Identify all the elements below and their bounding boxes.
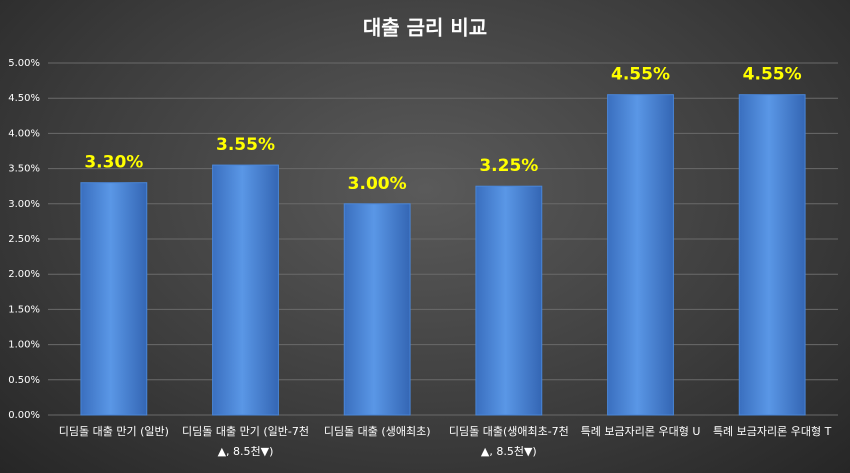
data-label: 4.55% [743, 65, 802, 85]
x-tick-label: 디딤돌 대출 만기 (일반-7천▲, 8.5천▼) [182, 425, 309, 458]
y-tick-label: 1.50% [8, 304, 40, 315]
bar [607, 94, 674, 416]
x-tick-label: 디딤돌 대출(생애최초-7천▲, 8.5천▼) [448, 425, 569, 458]
y-tick-label: 4.50% [8, 93, 40, 104]
y-tick-label: 2.00% [8, 269, 40, 280]
y-tick-label: 0.00% [8, 410, 40, 421]
y-tick-label: 3.00% [8, 199, 40, 210]
x-tick-label: 디딤돌 대출 만기 (일반) [58, 425, 169, 438]
y-tick-label: 3.50% [8, 164, 40, 175]
data-label: 4.55% [611, 65, 670, 85]
data-label: 3.25% [479, 156, 538, 176]
x-tick-label: 디딤돌 대출 (생애최초) [323, 425, 431, 438]
y-tick-label: 5.00% [8, 58, 40, 69]
y-tick-label: 2.50% [8, 234, 40, 245]
chart-title: 대출 금리 비교 [363, 16, 487, 40]
data-label: 3.30% [84, 153, 143, 173]
data-label: 3.00% [348, 174, 407, 194]
y-tick-label: 4.00% [8, 128, 40, 139]
bar [475, 185, 543, 416]
data-label: 3.55% [216, 135, 275, 155]
bar [80, 182, 148, 416]
y-tick-label: 0.50% [8, 375, 40, 386]
x-tick-label: 특례 보금자리론 우대형 U [580, 425, 701, 438]
y-tick-label: 1.00% [8, 340, 40, 351]
bar [738, 94, 806, 416]
bar [343, 203, 411, 416]
x-tick-label: 특례 보금자리론 우대형 T [712, 425, 832, 438]
bar [212, 164, 279, 416]
